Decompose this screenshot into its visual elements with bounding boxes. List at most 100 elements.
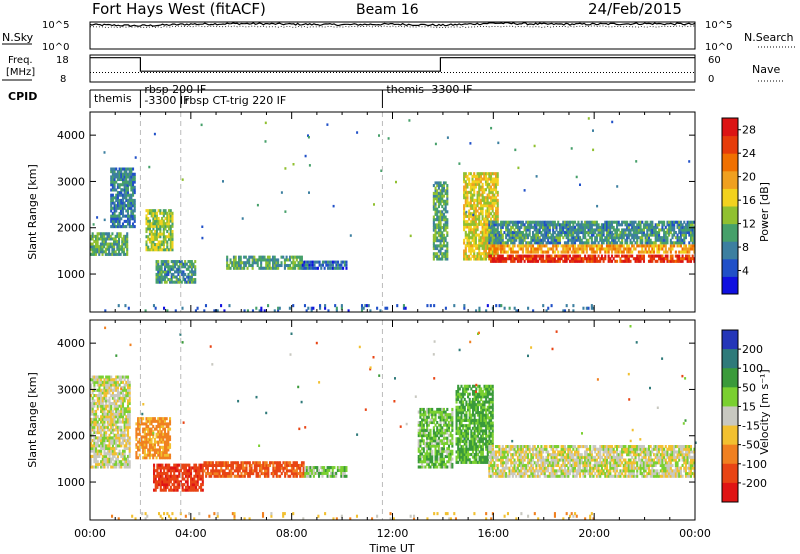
velocity-cell xyxy=(238,474,241,478)
power-cell xyxy=(491,204,494,208)
power-cell xyxy=(265,263,268,268)
velocity-cell xyxy=(240,474,243,478)
power-cell xyxy=(154,235,157,239)
power-cell xyxy=(498,259,501,263)
velocity-cell xyxy=(96,460,99,464)
power-cell xyxy=(634,225,637,229)
velocity-cell xyxy=(274,472,277,476)
power-cell xyxy=(547,236,550,240)
velocity-cell xyxy=(307,466,310,470)
power-cell xyxy=(661,254,664,258)
power-cell xyxy=(118,172,121,176)
power-cell xyxy=(661,238,664,242)
power-cell xyxy=(145,209,148,213)
velocity-cell xyxy=(243,474,246,478)
power-cell xyxy=(505,236,508,240)
power-cell xyxy=(479,212,482,216)
power-cell xyxy=(335,260,338,264)
velocity-cell xyxy=(95,420,98,424)
power-cell xyxy=(631,220,634,224)
power-cell xyxy=(673,225,676,229)
power-cell xyxy=(280,255,283,259)
power-cell xyxy=(123,196,126,200)
power-cell xyxy=(686,257,689,261)
power-cell xyxy=(152,232,155,236)
power-cell xyxy=(187,260,190,264)
power-cell xyxy=(577,247,580,251)
power-cell xyxy=(627,257,630,261)
power-cell xyxy=(664,250,667,254)
power-cell xyxy=(116,206,119,210)
power-cell xyxy=(442,212,445,216)
velocity-cell xyxy=(116,457,119,461)
power-cell xyxy=(171,216,174,221)
power-cell xyxy=(547,238,550,242)
power-cell xyxy=(130,211,133,216)
velocity-cell xyxy=(100,394,103,398)
velocity-cell xyxy=(108,441,111,445)
power-cell xyxy=(484,241,488,245)
power-cell xyxy=(491,249,494,253)
power-cell xyxy=(170,260,173,264)
power-cell xyxy=(513,228,516,232)
power-cell xyxy=(488,212,491,216)
power-cell xyxy=(275,261,278,265)
velocity-cell xyxy=(113,446,116,451)
velocity-cell xyxy=(196,474,199,478)
power-cell xyxy=(652,247,656,251)
power-cell xyxy=(489,259,493,263)
power-cell xyxy=(98,250,101,254)
power-cell xyxy=(562,250,565,254)
power-cell xyxy=(491,177,494,181)
power-cell xyxy=(483,222,486,226)
power-cell xyxy=(545,257,548,261)
power-cell xyxy=(288,266,292,270)
velocity-cell xyxy=(221,461,224,465)
power-cell xyxy=(656,254,659,258)
velocity-cell xyxy=(184,469,188,473)
power-cell xyxy=(683,228,686,232)
velocity-cell xyxy=(265,461,268,465)
power-cell xyxy=(626,220,629,224)
power-cell xyxy=(654,230,657,235)
power-cell xyxy=(292,258,295,262)
velocity-cell xyxy=(155,419,158,423)
velocity-cell xyxy=(105,452,108,456)
power-cell xyxy=(542,233,545,237)
power-cell xyxy=(479,222,482,226)
power-cell xyxy=(629,228,632,232)
velocity-cell xyxy=(181,485,184,489)
power-cell xyxy=(189,262,192,266)
power-cell xyxy=(498,247,501,251)
velocity-cell xyxy=(153,480,156,484)
velocity-cell xyxy=(160,435,163,439)
power-cell xyxy=(175,278,178,282)
power-cell xyxy=(444,244,447,248)
velocity-cell xyxy=(143,435,146,439)
velocity-cell xyxy=(108,446,111,451)
power-cell xyxy=(347,309,350,313)
velocity-cell xyxy=(100,401,103,406)
power-cell xyxy=(491,206,494,210)
power-cell xyxy=(646,241,649,245)
velocity-cell xyxy=(159,477,162,481)
power-cell xyxy=(147,211,150,215)
power-cell xyxy=(627,236,630,240)
power-cell xyxy=(194,260,197,264)
power-cell xyxy=(521,257,524,261)
power-cell xyxy=(441,231,444,235)
power-cell xyxy=(116,177,119,182)
velocity-cell xyxy=(103,457,106,461)
power-cell xyxy=(303,266,306,270)
velocity-cell xyxy=(138,440,141,444)
velocity-cell xyxy=(213,474,216,478)
velocity-cell xyxy=(156,480,159,484)
power-cell xyxy=(526,259,530,263)
power-cell xyxy=(118,170,121,174)
power-cell xyxy=(442,186,445,190)
velocity-cell xyxy=(165,437,168,442)
velocity-cell xyxy=(208,461,211,465)
velocity-cell xyxy=(268,461,272,465)
power-cell xyxy=(117,239,121,244)
velocity-cell xyxy=(100,417,103,421)
